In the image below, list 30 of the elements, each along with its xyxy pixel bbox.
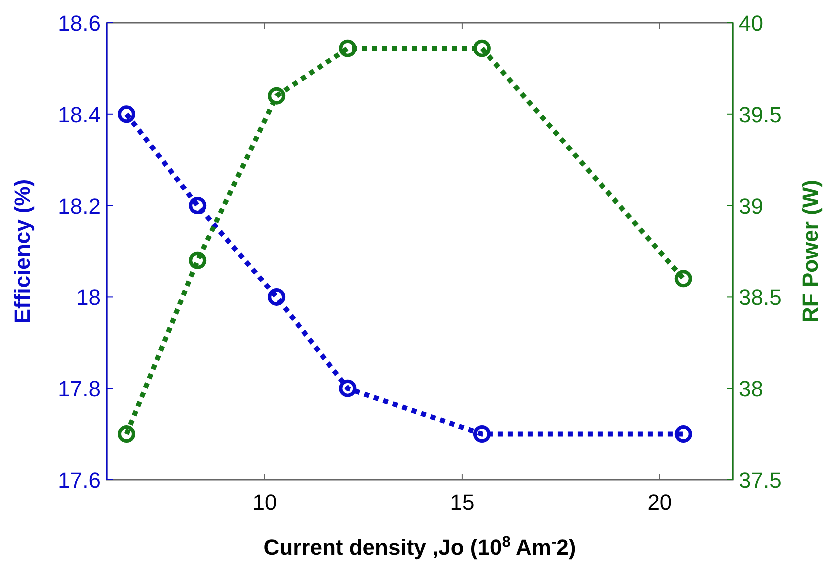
y-tick-label: 17.6: [58, 468, 101, 493]
point: [118, 426, 136, 444]
point: [339, 380, 357, 398]
point: [118, 106, 136, 124]
point: [189, 197, 207, 215]
x-tick-label: 10: [252, 490, 278, 515]
point: [473, 426, 491, 444]
point: [674, 270, 692, 288]
point: [473, 40, 491, 58]
y2-tick-label: 38: [739, 376, 764, 402]
y2-axis-title: RF Power (W): [798, 180, 823, 323]
point: [189, 252, 207, 270]
y-tick-label: 17.8: [58, 376, 101, 402]
point: [674, 426, 692, 444]
x-axis-title: Current density ,Jo (10$^{8}$ Am$^{-}$2): [264, 534, 576, 560]
point: [339, 40, 357, 58]
y2-tick-label: 40: [739, 11, 764, 36]
y2-tick-label: 37.5: [739, 468, 782, 493]
y-axis-title: Efficiency (%): [10, 179, 35, 324]
y-tick-label: 18.6: [58, 11, 101, 36]
y-tick-label: 18: [76, 285, 101, 310]
point: [268, 288, 286, 306]
y2-tick-label: 38.5: [739, 285, 782, 310]
y-tick-label: 18.4: [58, 102, 101, 128]
point: [268, 87, 286, 105]
y2-tick-label: 39: [739, 194, 764, 219]
y-tick-label: 18.2: [58, 194, 101, 219]
y2-tick-label: 39.5: [739, 102, 782, 128]
x-tick-label: 20: [648, 490, 672, 515]
x-tick-label: 15: [450, 490, 475, 515]
